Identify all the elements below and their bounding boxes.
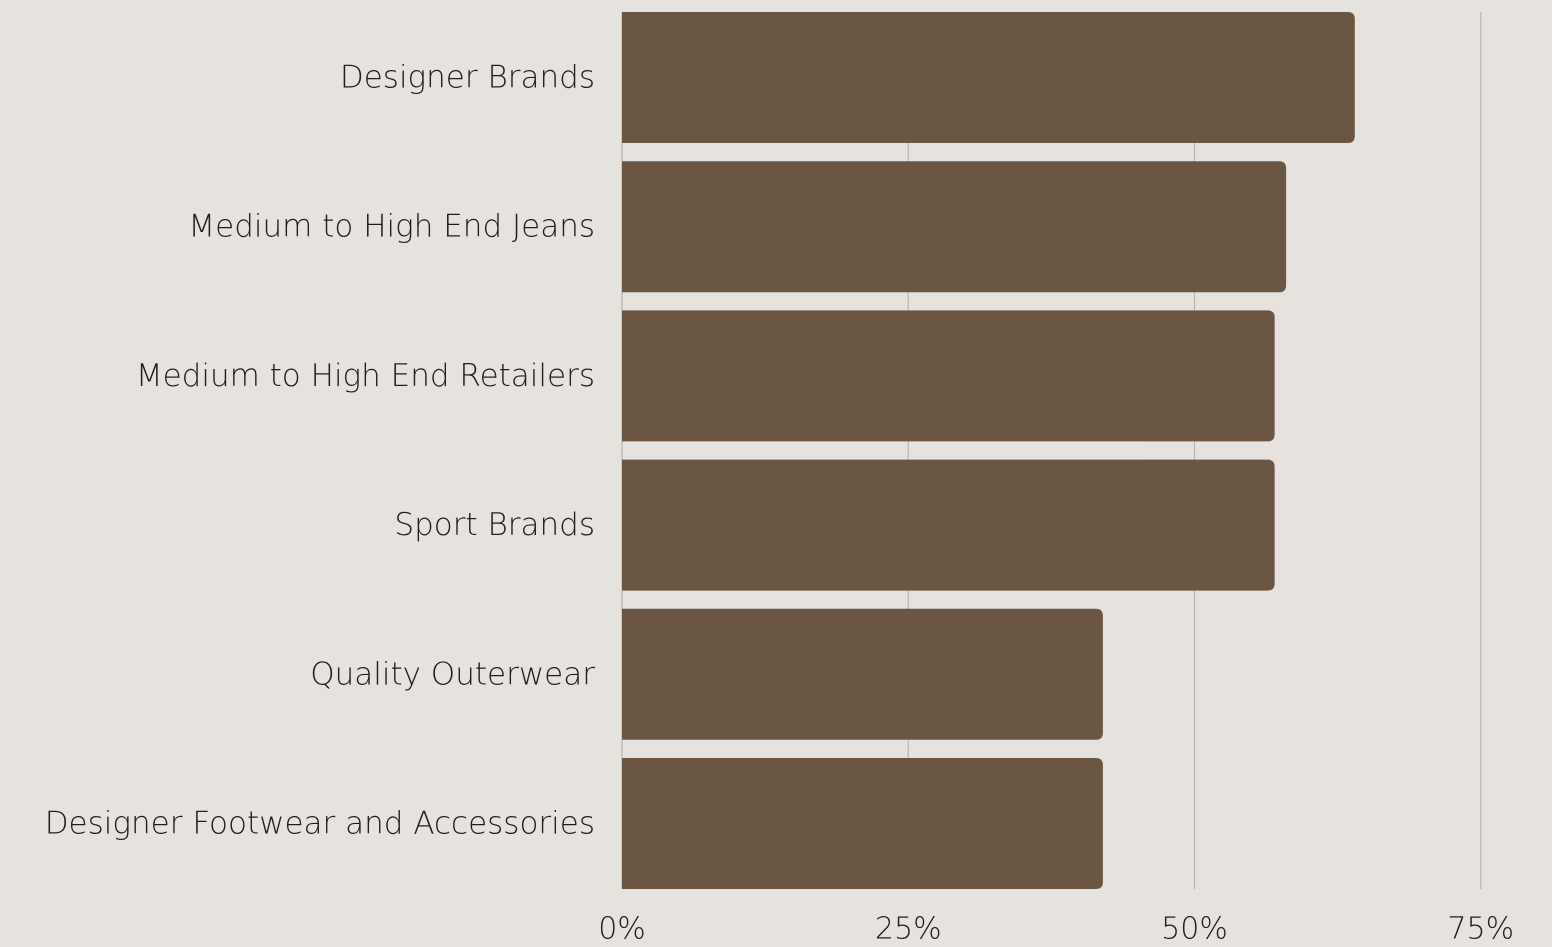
category-label-1: Medium to High End Jeans <box>188 209 595 245</box>
category-labels: Designer Brands Medium to High End Jeans M… <box>45 60 596 842</box>
gridlines <box>621 12 1482 889</box>
tick-label-50: 50% <box>1161 912 1228 947</box>
bar-1 <box>622 161 1287 293</box>
x-axis-tick-labels: 0% 25% 50% 75% <box>598 912 1514 947</box>
tick-label-0: 0% <box>598 912 646 947</box>
tick-label-75: 75% <box>1447 912 1514 947</box>
bar-4 <box>622 608 1103 740</box>
bar-2 <box>622 310 1275 442</box>
bar-5 <box>622 758 1103 889</box>
bar-3 <box>622 459 1275 591</box>
category-label-3: Sport Brands <box>394 507 595 543</box>
category-label-0: Designer Brands <box>340 60 595 96</box>
category-label-2: Medium to High End Retailers <box>136 358 595 394</box>
category-label-4: Quality Outerwear <box>310 656 595 692</box>
bars <box>622 12 1355 889</box>
category-label-5: Designer Footwear and Accessories <box>45 806 595 842</box>
bar-0 <box>622 12 1355 143</box>
tick-label-25: 25% <box>875 912 942 947</box>
